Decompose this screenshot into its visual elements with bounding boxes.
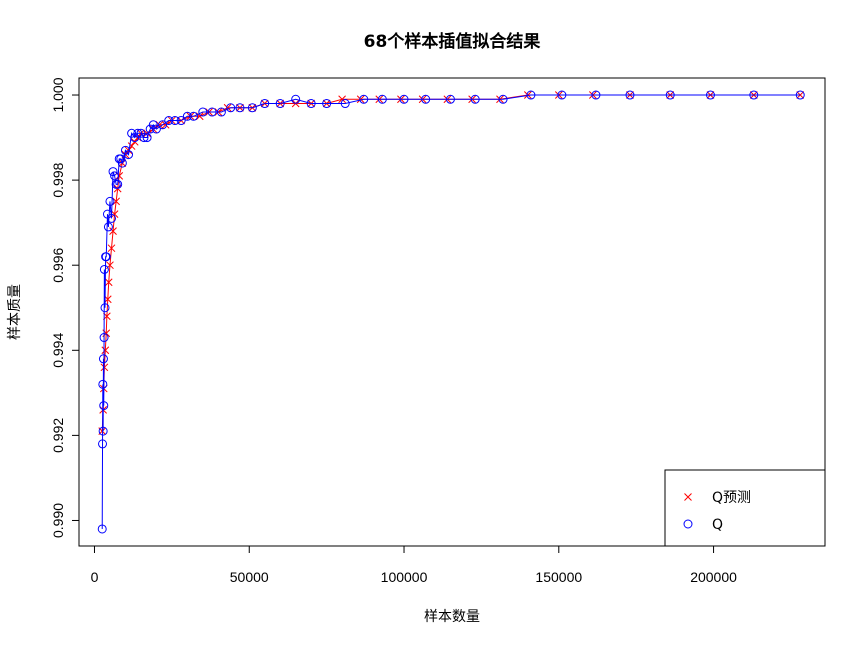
data-point-x (107, 244, 116, 253)
data-point-x (101, 346, 110, 355)
data-point-circle (98, 379, 108, 389)
legend-marker-x (684, 493, 692, 501)
data-point-x (338, 95, 346, 104)
data-point-x (109, 227, 117, 236)
data-point-circle (749, 90, 759, 100)
data-point-x (195, 112, 204, 121)
data-point-circle (117, 158, 127, 168)
data-point-x (155, 120, 164, 129)
y-tick-label: 1.000 (50, 77, 66, 112)
series-q-predicted (98, 91, 805, 435)
data-point-x (356, 95, 365, 104)
data-point-circle (105, 196, 115, 206)
y-axis: 0.990 0.992 0.994 0.996 0.998 1.000 (50, 77, 80, 538)
data-point-x (112, 197, 120, 206)
x-axis-label: 样本数量 (424, 609, 480, 625)
data-point-circle (498, 94, 508, 104)
x-tick-label: 0 (91, 569, 99, 585)
data-point-circle (705, 90, 715, 100)
data-point-circle (665, 90, 675, 100)
data-point-circle (421, 94, 431, 104)
legend-box (664, 469, 826, 547)
data-point-circle (399, 94, 409, 104)
data-point-circle (189, 111, 199, 121)
data-point-circle (275, 99, 285, 109)
data-point-circle (100, 303, 110, 313)
data-point-circle (198, 107, 208, 117)
data-point-circle (445, 94, 455, 104)
x-tick-label: 150000 (535, 569, 582, 585)
y-tick-label: 0.992 (50, 418, 66, 453)
data-point-circle (591, 90, 601, 100)
data-point-circle (101, 252, 111, 262)
data-point-circle (116, 154, 126, 164)
y-tick-label: 0.996 (50, 247, 66, 282)
series-line (101, 94, 801, 529)
series-layer (97, 90, 805, 534)
data-point-circle (340, 99, 350, 109)
data-point-circle (133, 128, 143, 138)
data-point-circle (182, 111, 192, 121)
data-point-circle (142, 133, 152, 143)
data-point-circle (795, 90, 805, 100)
y-tick-label: 0.990 (50, 503, 66, 538)
legend: Q预测 Q (664, 469, 826, 547)
data-point-x (104, 278, 113, 287)
series-q-observed (97, 90, 805, 534)
y-axis-label: 样本质量 (7, 284, 23, 340)
data-point-circle (151, 124, 161, 134)
data-point-circle (113, 179, 123, 189)
y-tick-label: 0.998 (50, 162, 66, 197)
data-point-circle (170, 116, 180, 126)
legend-label: Q (712, 517, 723, 533)
data-point-circle (164, 116, 174, 126)
x-axis: 0 50000 100000 150000 200000 (91, 545, 737, 585)
data-point-circle (110, 171, 120, 181)
data-point-circle (98, 439, 108, 449)
data-point-circle (176, 116, 186, 126)
data-point-circle (306, 99, 316, 109)
data-point-circle (108, 167, 118, 177)
data-point-x (161, 120, 170, 129)
chart-title: 68个样本插值拟合结果 (364, 31, 541, 52)
data-point-circle (97, 524, 107, 534)
x-tick-label: 100000 (381, 569, 428, 585)
legend-label: Q预测 (712, 490, 751, 506)
data-point-circle (99, 264, 109, 274)
data-point-circle (557, 90, 567, 100)
x-tick-label: 50000 (230, 569, 269, 585)
data-point-circle (322, 99, 332, 109)
data-point-circle (98, 354, 108, 364)
data-point-circle (235, 103, 245, 113)
data-point-circle (158, 120, 168, 130)
data-point-circle (526, 90, 536, 100)
data-point-circle (291, 94, 301, 104)
data-point-circle (103, 222, 113, 232)
data-point-circle (216, 107, 226, 117)
data-point-circle (359, 94, 369, 104)
data-point-circle (107, 213, 117, 223)
data-point-circle (99, 401, 109, 411)
series-line (101, 94, 801, 432)
legend-marker-circle (683, 519, 693, 529)
data-point-circle (207, 107, 217, 117)
data-point-circle (139, 133, 149, 143)
x-tick-label: 200000 (690, 569, 737, 585)
data-point-circle (124, 150, 134, 160)
data-point-circle (226, 103, 236, 113)
data-point-circle (98, 426, 108, 436)
data-point-circle (625, 90, 635, 100)
data-point-circle (470, 94, 480, 104)
data-point-x (110, 210, 119, 218)
data-point-circle (99, 333, 109, 343)
data-point-circle (260, 99, 270, 109)
data-point-circle (377, 94, 387, 104)
y-tick-label: 0.994 (50, 333, 66, 368)
data-point-circle (247, 103, 257, 113)
